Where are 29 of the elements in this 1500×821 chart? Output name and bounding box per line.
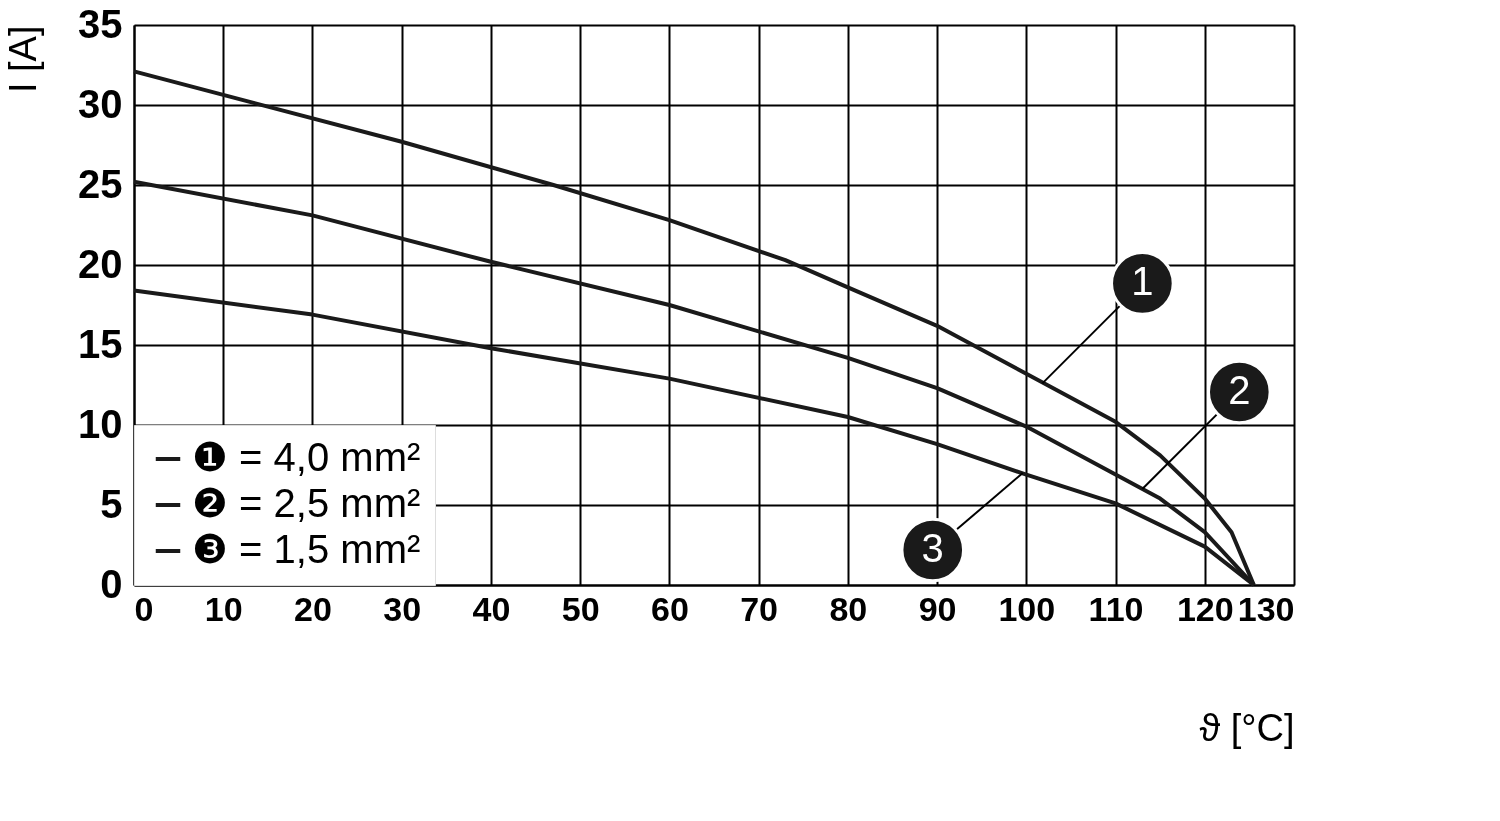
y-axis-title: I [A] xyxy=(1,25,44,94)
y-tick-label: 10 xyxy=(78,401,123,446)
x-tick-label: 120 xyxy=(1176,589,1234,628)
x-tick-label: 20 xyxy=(294,589,332,628)
annotation: 2 xyxy=(1228,368,1251,412)
x-tick-label: 70 xyxy=(740,589,779,628)
legend-label: ❶ = 4,0 mm² xyxy=(192,435,421,479)
x-tick-label: 60 xyxy=(650,589,689,628)
legend-label: ❷ = 2,5 mm² xyxy=(192,481,421,525)
x-tick-label: 80 xyxy=(829,589,868,628)
x-axis-title: ϑ [°C] xyxy=(1199,706,1295,749)
x-tick-label: 100 xyxy=(998,589,1056,628)
x-tick-label: 0 xyxy=(134,589,154,628)
x-tick-label: 10 xyxy=(204,589,243,628)
annotation: 3 xyxy=(921,526,944,570)
x-tick-label: 40 xyxy=(472,589,511,628)
x-tick-label: 90 xyxy=(918,589,957,628)
x-tick-label: 130 xyxy=(1237,589,1295,628)
y-tick-label: 25 xyxy=(78,161,123,206)
x-tick-label: 30 xyxy=(383,589,422,628)
y-tick-label: 5 xyxy=(100,481,123,526)
y-tick-label: 15 xyxy=(78,321,123,366)
legend-label: ❸ = 1,5 mm² xyxy=(192,527,421,571)
y-tick-label: 30 xyxy=(78,81,123,126)
y-tick-label: 20 xyxy=(78,241,123,286)
x-tick-label: 50 xyxy=(561,589,600,628)
x-tick-label: 110 xyxy=(1088,589,1144,628)
annotation: 1 xyxy=(1131,259,1154,304)
y-tick-label: 35 xyxy=(78,1,123,46)
